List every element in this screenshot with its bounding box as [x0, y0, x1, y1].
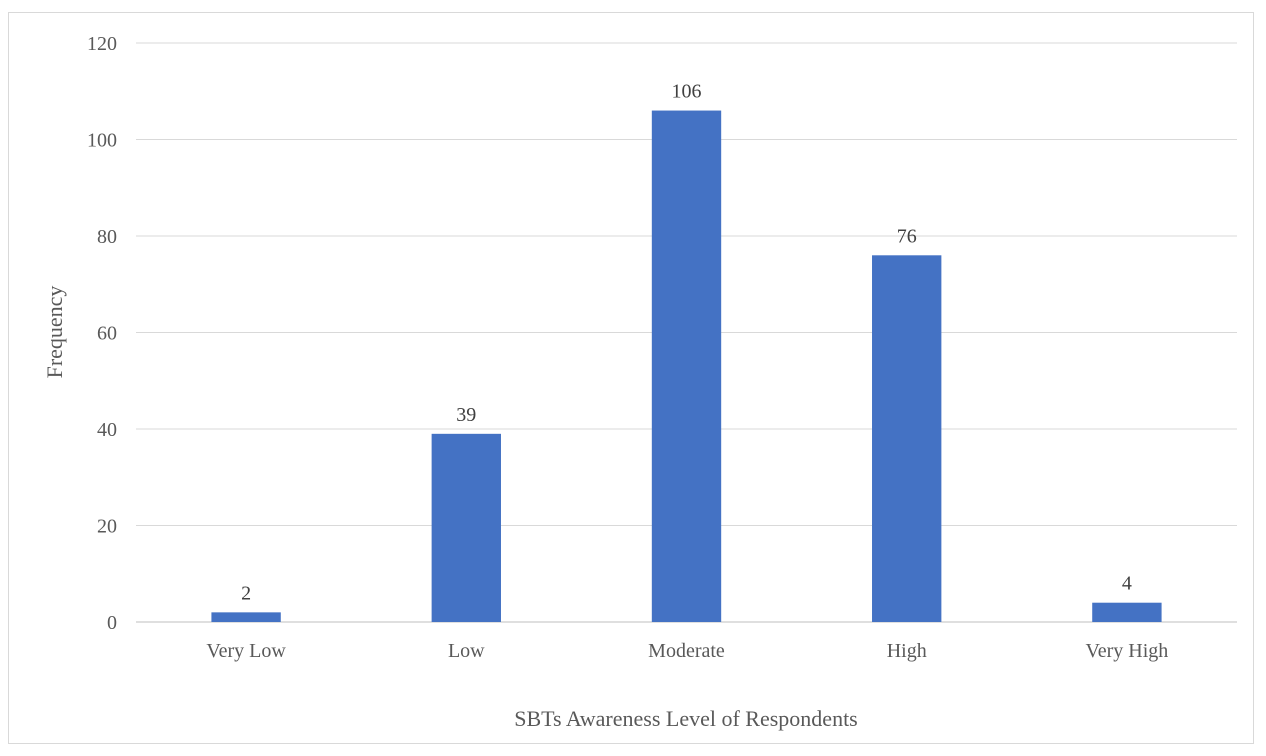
- data-label: 2: [241, 582, 251, 604]
- y-tick-label: 120: [87, 33, 117, 55]
- x-tick-label: Very Low: [206, 640, 286, 662]
- x-tick-label: Very High: [1086, 640, 1169, 662]
- y-tick-label: 20: [97, 516, 117, 538]
- data-label: 39: [456, 404, 476, 426]
- y-tick-label: 100: [87, 130, 117, 152]
- data-label: 76: [897, 225, 917, 247]
- bars: [211, 110, 1162, 623]
- bar-moderate: [651, 110, 722, 623]
- y-tick-label: 80: [97, 226, 117, 248]
- bar-very-high: [1092, 602, 1162, 622]
- data-label: 106: [672, 81, 702, 103]
- bar-very-low: [211, 612, 281, 622]
- x-axis-ticks: Very Low Low Moderate High Very High: [206, 640, 1168, 662]
- x-axis-title: SBTs Awareness Level of Respondents: [514, 706, 858, 731]
- x-tick-label: High: [887, 640, 927, 662]
- y-tick-label: 60: [97, 323, 117, 345]
- bar-high: [872, 255, 942, 623]
- y-axis-title: Frequency: [42, 286, 67, 379]
- x-tick-label: Low: [448, 640, 485, 662]
- bar-low: [431, 433, 501, 622]
- y-tick-label: 40: [97, 419, 117, 441]
- x-tick-label: Moderate: [648, 640, 725, 662]
- data-label: 4: [1122, 573, 1132, 595]
- y-tick-label: 0: [107, 612, 117, 634]
- data-labels: 2 39 106 76 4: [241, 81, 1132, 605]
- y-axis-ticks: 0 20 40 60 80 100 120: [87, 33, 117, 634]
